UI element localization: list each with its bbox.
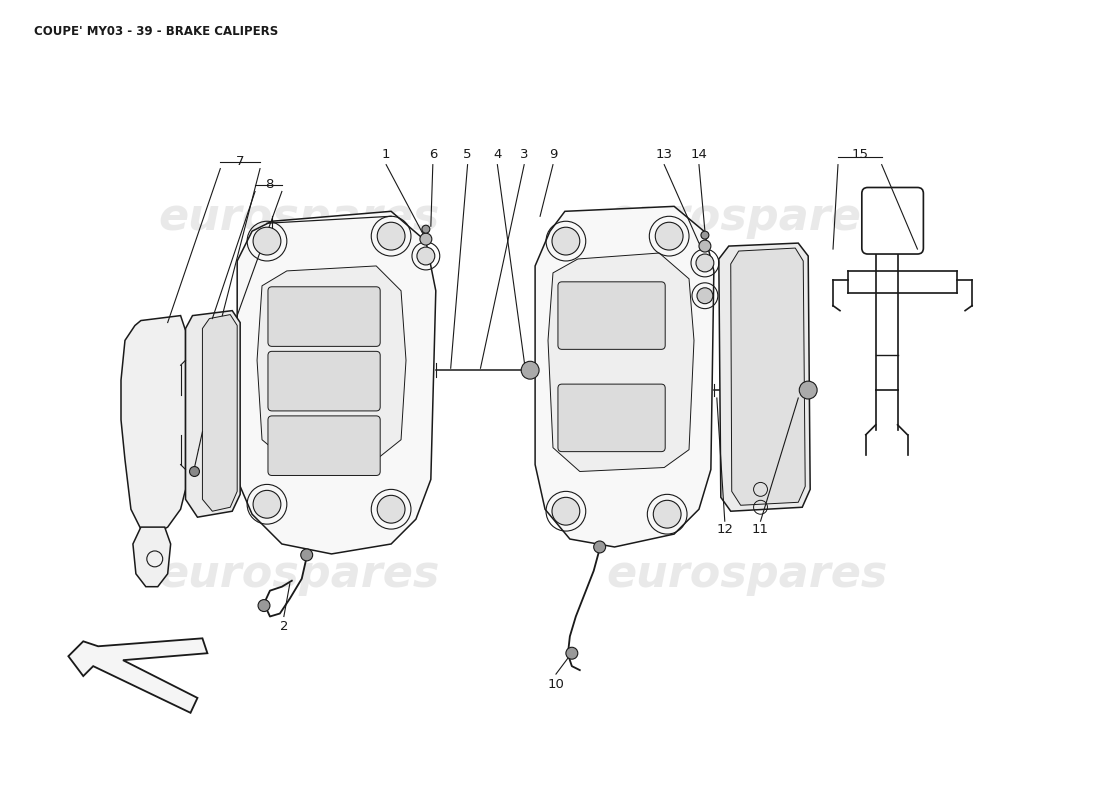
- Text: 14: 14: [691, 148, 707, 162]
- Polygon shape: [718, 243, 811, 511]
- Circle shape: [417, 247, 434, 265]
- Text: 3: 3: [520, 148, 528, 162]
- Circle shape: [189, 466, 199, 477]
- Circle shape: [377, 495, 405, 523]
- Circle shape: [253, 227, 280, 255]
- Circle shape: [552, 227, 580, 255]
- Text: 9: 9: [549, 148, 558, 162]
- Circle shape: [696, 254, 714, 272]
- Circle shape: [253, 490, 280, 518]
- Text: 6: 6: [429, 148, 437, 162]
- Polygon shape: [548, 253, 694, 471]
- Polygon shape: [202, 314, 238, 511]
- Polygon shape: [186, 310, 240, 517]
- Polygon shape: [68, 638, 208, 713]
- Circle shape: [377, 222, 405, 250]
- FancyBboxPatch shape: [558, 384, 666, 452]
- Circle shape: [594, 541, 606, 553]
- Text: 13: 13: [656, 148, 673, 162]
- Polygon shape: [257, 266, 406, 465]
- Polygon shape: [121, 315, 186, 534]
- Circle shape: [420, 233, 432, 245]
- Text: 10: 10: [548, 678, 564, 690]
- Circle shape: [258, 600, 270, 611]
- Text: eurospares: eurospares: [158, 196, 439, 238]
- Circle shape: [565, 647, 578, 659]
- Circle shape: [653, 500, 681, 528]
- Circle shape: [300, 549, 312, 561]
- Circle shape: [521, 362, 539, 379]
- Polygon shape: [238, 211, 436, 554]
- Text: 2: 2: [279, 620, 288, 633]
- Polygon shape: [133, 527, 170, 586]
- Circle shape: [800, 381, 817, 399]
- FancyBboxPatch shape: [861, 187, 923, 254]
- Text: 4: 4: [493, 148, 502, 162]
- Text: 8: 8: [265, 178, 273, 191]
- Text: eurospares: eurospares: [606, 554, 888, 596]
- Text: 5: 5: [463, 148, 472, 162]
- Text: 7: 7: [235, 155, 244, 168]
- Circle shape: [422, 226, 430, 233]
- Text: eurospares: eurospares: [158, 554, 439, 596]
- FancyBboxPatch shape: [268, 351, 381, 411]
- Polygon shape: [535, 206, 714, 547]
- FancyBboxPatch shape: [268, 416, 381, 475]
- FancyBboxPatch shape: [268, 286, 381, 346]
- Text: 12: 12: [716, 522, 734, 535]
- Circle shape: [697, 288, 713, 304]
- Circle shape: [552, 498, 580, 525]
- Text: 1: 1: [382, 148, 390, 162]
- FancyBboxPatch shape: [558, 282, 666, 350]
- Circle shape: [698, 240, 711, 252]
- Polygon shape: [730, 248, 805, 506]
- Circle shape: [701, 231, 708, 239]
- Text: COUPE' MY03 - 39 - BRAKE CALIPERS: COUPE' MY03 - 39 - BRAKE CALIPERS: [34, 25, 278, 38]
- Text: eurospares: eurospares: [606, 196, 888, 238]
- Text: 11: 11: [752, 522, 769, 535]
- Circle shape: [656, 222, 683, 250]
- Text: 15: 15: [851, 148, 868, 162]
